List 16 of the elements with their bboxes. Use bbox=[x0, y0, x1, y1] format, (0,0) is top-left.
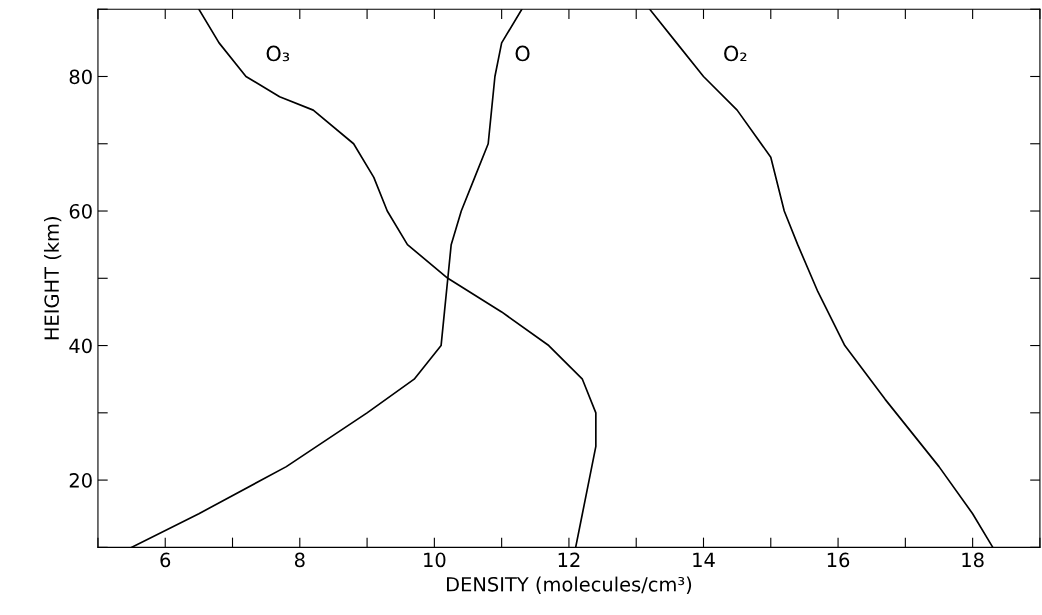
y-tick-label: 80 bbox=[69, 69, 92, 85]
series-label: O bbox=[515, 45, 530, 62]
x-tick-label: 10 bbox=[424, 552, 446, 568]
x-tick-label: 8 bbox=[294, 552, 305, 568]
y-tick-label: 60 bbox=[69, 203, 92, 219]
y-axis-title: HEIGHT (km) bbox=[43, 217, 62, 340]
x-tick-label: 16 bbox=[827, 552, 850, 568]
series-label: O₃ bbox=[266, 45, 290, 62]
y-tick-label: 40 bbox=[69, 338, 92, 354]
series-label: O₂ bbox=[724, 45, 747, 62]
y-tick-label: 20 bbox=[69, 473, 92, 488]
x-tick-label: 6 bbox=[160, 552, 171, 568]
x-axis-title: DENSITY (molecules/cm³) bbox=[447, 576, 692, 594]
x-tick-label: 18 bbox=[962, 552, 984, 568]
x-tick-label: 14 bbox=[693, 552, 715, 567]
x-tick-label: 12 bbox=[558, 552, 580, 567]
